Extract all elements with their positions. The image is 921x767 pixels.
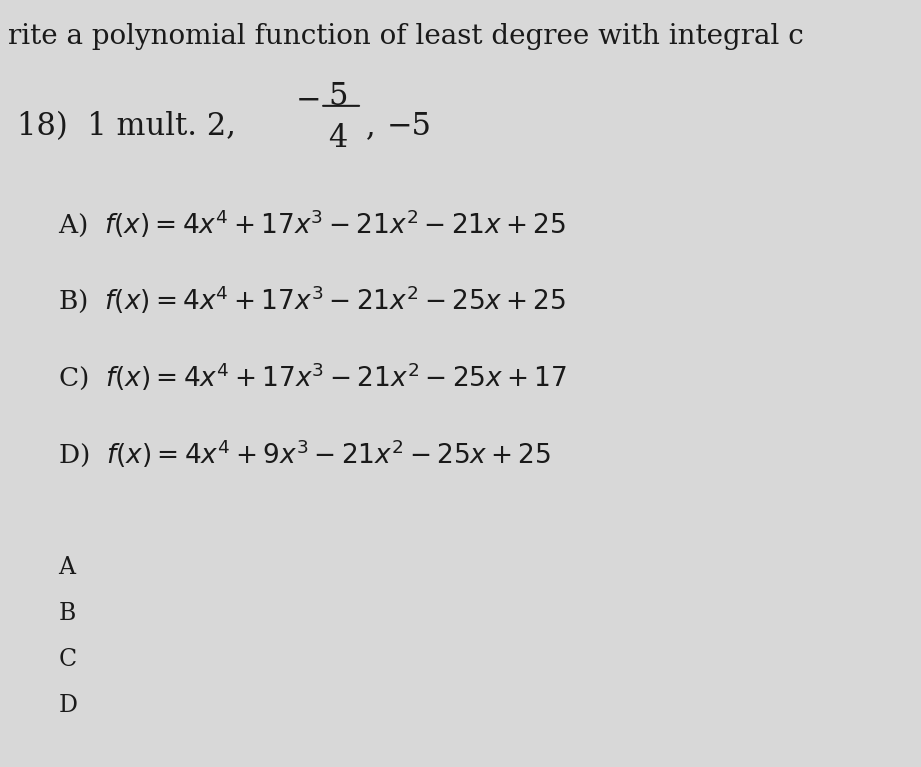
Text: 4: 4 <box>329 123 348 153</box>
Text: A)  $f(x) = 4x^4 + 17x^3 - 21x^2 - 21x + 25$: A) $f(x) = 4x^4 + 17x^3 - 21x^2 - 21x + … <box>58 207 566 239</box>
Text: B)  $f(x) = 4x^4 + 17x^3 - 21x^2 - 25x + 25$: B) $f(x) = 4x^4 + 17x^3 - 21x^2 - 25x + … <box>58 284 566 315</box>
Text: −5: −5 <box>387 111 432 142</box>
Text: −: − <box>296 84 321 115</box>
Text: D)  $f(x) = 4x^4 + 9x^3 - 21x^2 - 25x + 25$: D) $f(x) = 4x^4 + 9x^3 - 21x^2 - 25x + 2… <box>58 437 552 469</box>
Text: B: B <box>58 602 76 625</box>
Text: A: A <box>58 556 76 579</box>
Text: 5: 5 <box>329 81 348 111</box>
Text: ,: , <box>366 111 376 142</box>
Text: rite a polynomial function of least degree with integral c: rite a polynomial function of least degr… <box>8 23 804 50</box>
Text: 18)  1 mult. 2,: 18) 1 mult. 2, <box>17 111 236 142</box>
Text: C: C <box>58 648 76 671</box>
Text: D: D <box>58 694 77 717</box>
Text: C)  $f(x) = 4x^4 + 17x^3 - 21x^2 - 25x + 17$: C) $f(x) = 4x^4 + 17x^3 - 21x^2 - 25x + … <box>58 360 567 392</box>
